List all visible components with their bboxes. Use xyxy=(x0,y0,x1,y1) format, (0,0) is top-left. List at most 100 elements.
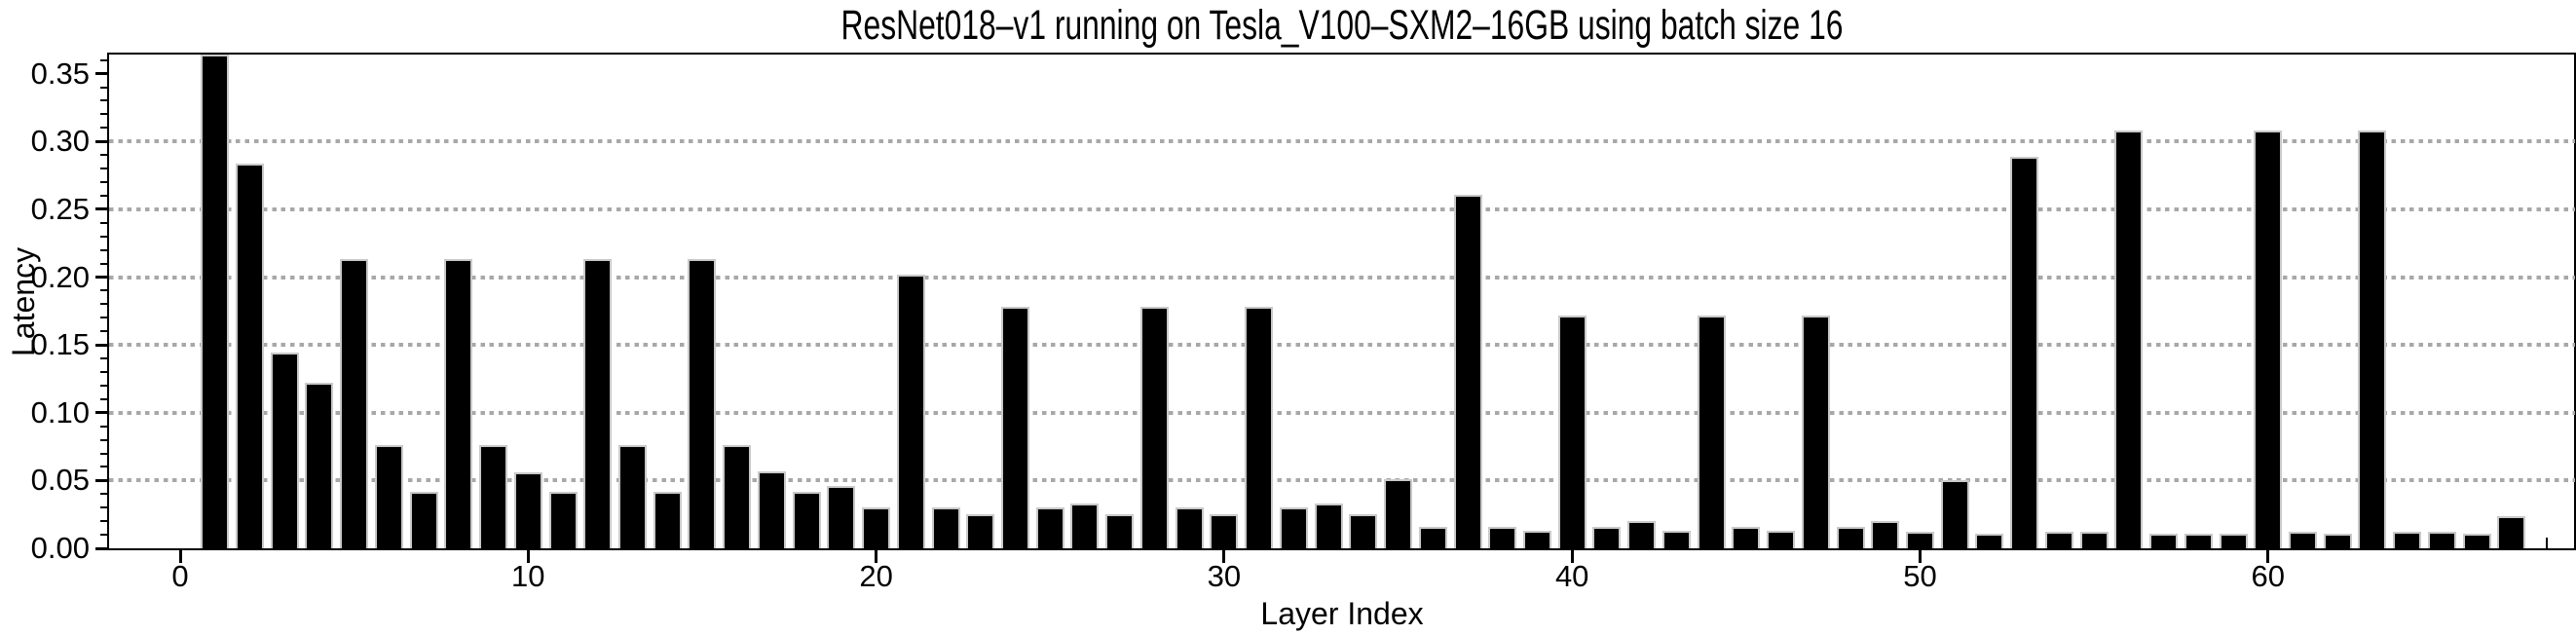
y-tick-label: 0.15 xyxy=(30,327,90,362)
axis-spine-right xyxy=(2574,53,2576,550)
bar xyxy=(792,491,821,548)
gridline xyxy=(109,478,2575,483)
y-minor-tick xyxy=(100,317,108,319)
bar xyxy=(896,274,925,548)
x-tick-label: 0 xyxy=(171,559,189,593)
bar xyxy=(235,163,264,548)
x-tick-label: 50 xyxy=(1903,559,1937,593)
bar xyxy=(479,445,508,548)
y-minor-tick xyxy=(100,262,108,265)
bar xyxy=(688,259,717,548)
bar xyxy=(1732,526,1761,548)
y-tick xyxy=(95,343,108,347)
bar xyxy=(1767,530,1796,548)
x-axis-title: Layer Index xyxy=(1260,596,1424,631)
y-minor-tick xyxy=(100,127,108,130)
y-minor-tick xyxy=(100,397,108,400)
bar xyxy=(1557,315,1587,548)
y-minor-tick xyxy=(100,99,108,102)
x-tick xyxy=(1222,550,1226,563)
x-tick xyxy=(2266,550,2270,563)
gridline xyxy=(109,139,2575,144)
bar xyxy=(1105,514,1135,548)
y-minor-tick xyxy=(100,520,108,523)
bar xyxy=(2219,533,2248,548)
y-minor-tick xyxy=(100,330,108,333)
bar xyxy=(1836,526,1865,548)
y-tick xyxy=(95,411,108,415)
bar xyxy=(1906,532,1934,548)
y-minor-tick xyxy=(100,357,108,360)
bar xyxy=(1453,194,1482,548)
bar xyxy=(2114,131,2144,548)
bar xyxy=(374,445,403,548)
bar xyxy=(757,470,786,548)
bar xyxy=(1349,514,1378,548)
y-minor-tick xyxy=(100,248,108,251)
bar xyxy=(2323,533,2352,548)
x-tick xyxy=(1919,550,1922,563)
y-tick-label: 0.30 xyxy=(30,124,90,159)
y-tick-label: 0.10 xyxy=(30,394,90,430)
y-minor-tick xyxy=(100,235,108,238)
bar xyxy=(2079,532,2109,548)
bar xyxy=(1245,307,1274,548)
bar xyxy=(862,507,891,548)
bar xyxy=(305,383,334,548)
y-tick-label: 0.00 xyxy=(30,531,90,565)
y-tick xyxy=(95,72,108,76)
y-tick-label: 0.05 xyxy=(30,463,90,498)
bar xyxy=(653,491,682,548)
bar xyxy=(1314,504,1343,548)
bar xyxy=(2358,131,2387,548)
gridline xyxy=(109,275,2575,280)
y-tick xyxy=(95,276,108,279)
bar xyxy=(2427,532,2456,548)
plot-area xyxy=(109,55,2575,548)
bar xyxy=(1975,533,2004,548)
gridline xyxy=(109,206,2575,211)
bar xyxy=(1627,521,1657,548)
y-tick xyxy=(95,207,108,211)
gridline xyxy=(109,343,2575,348)
bar xyxy=(1210,514,1239,548)
bar xyxy=(1522,530,1551,548)
y-minor-tick xyxy=(100,370,108,373)
bar xyxy=(1384,478,1413,548)
bar xyxy=(1871,521,1900,548)
x-tick-label: 30 xyxy=(1207,559,1242,593)
bar xyxy=(931,507,960,548)
y-tick xyxy=(95,139,108,143)
y-tick-label: 0.35 xyxy=(30,56,90,91)
axis-spine-left xyxy=(107,53,109,550)
bar xyxy=(2044,532,2073,548)
y-minor-tick xyxy=(100,86,108,89)
y-minor-tick xyxy=(100,154,108,157)
bar xyxy=(2393,532,2422,548)
bar xyxy=(583,259,613,548)
y-minor-tick xyxy=(100,221,108,224)
axis-spine-bottom xyxy=(107,548,2576,550)
x-tick-label: 20 xyxy=(859,559,893,593)
x-tick xyxy=(875,550,878,563)
y-minor-tick xyxy=(100,384,108,387)
bar xyxy=(1001,307,1030,548)
y-minor-tick xyxy=(100,534,108,537)
x-tick-label: 10 xyxy=(511,559,545,593)
bar xyxy=(2010,156,2039,548)
bar xyxy=(2497,515,2526,548)
bar xyxy=(2462,533,2491,548)
bar xyxy=(444,259,473,548)
y-tick-label: 0.25 xyxy=(30,191,90,226)
x-tick-label: 60 xyxy=(2251,559,2286,593)
bar xyxy=(2289,532,2318,548)
bar xyxy=(340,259,369,548)
y-tick-label: 0.20 xyxy=(30,259,90,294)
y-minor-tick xyxy=(100,289,108,292)
bar xyxy=(2254,131,2283,548)
bar xyxy=(1940,480,1969,548)
bar xyxy=(1801,315,1830,548)
bar xyxy=(1279,507,1308,548)
x-tick xyxy=(178,550,182,563)
